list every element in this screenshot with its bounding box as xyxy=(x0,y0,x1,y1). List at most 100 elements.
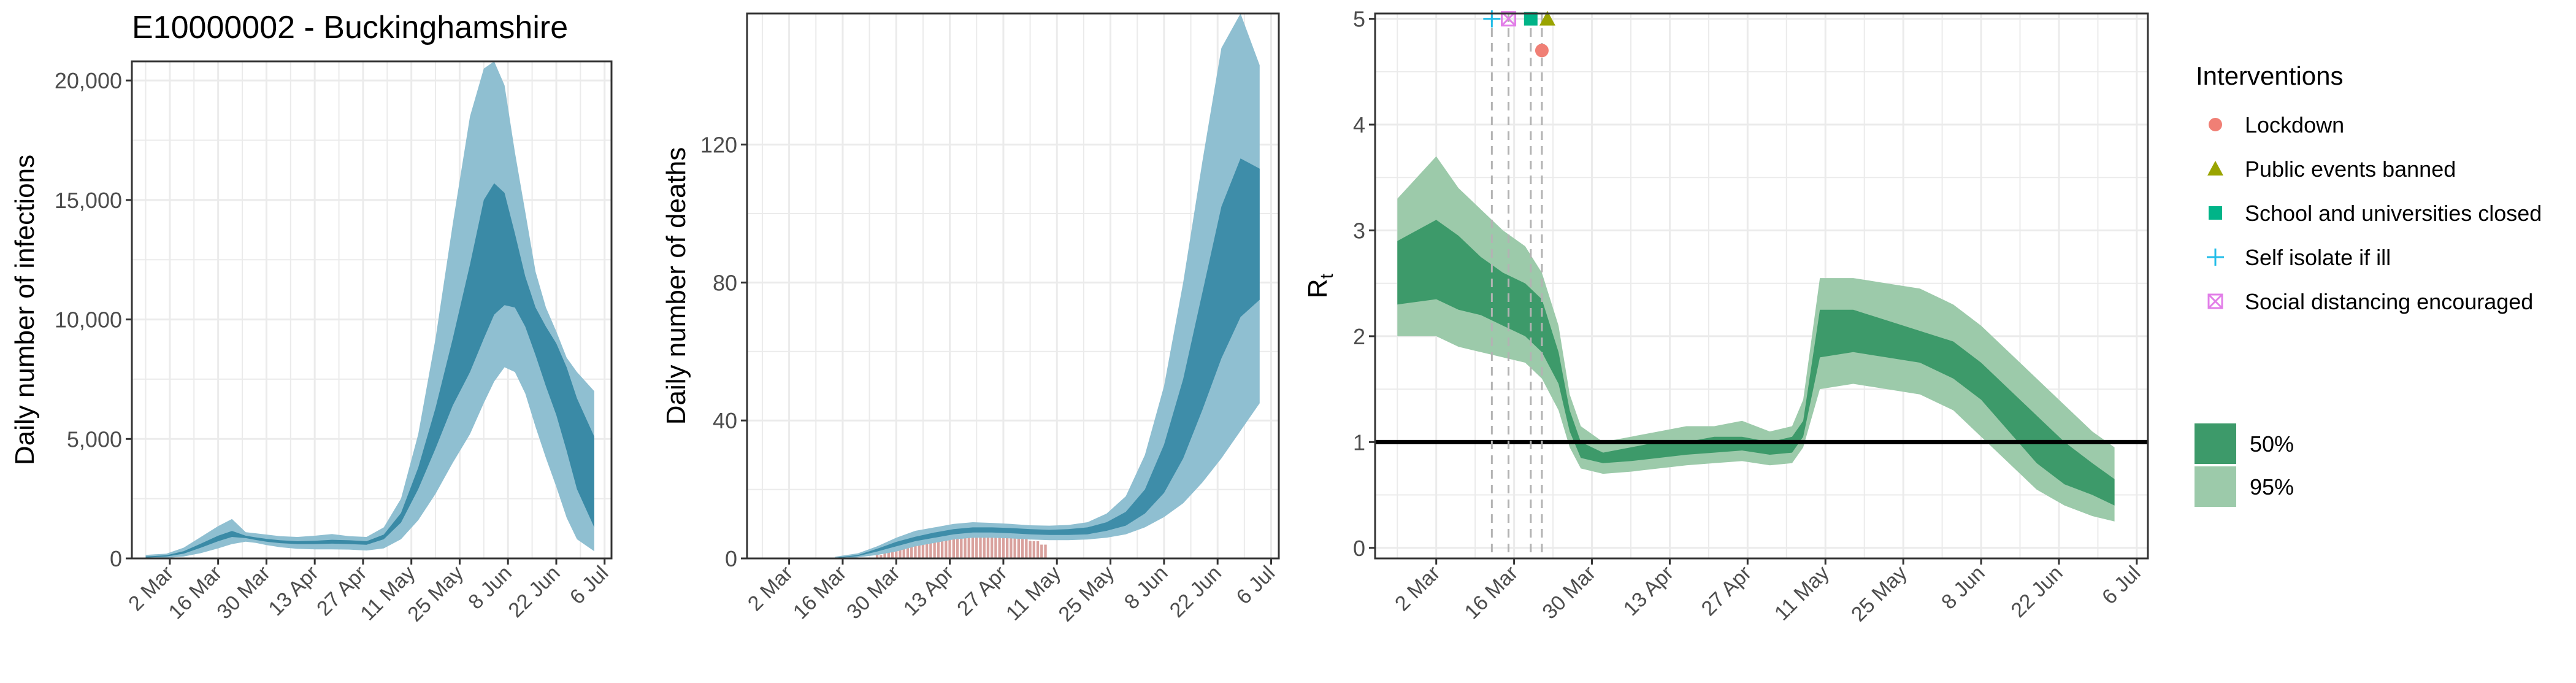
y-tick-label: 20,000 xyxy=(55,68,122,93)
ribbon-95pct xyxy=(145,61,594,558)
death-bar xyxy=(895,548,898,558)
plot-frame xyxy=(746,12,1280,560)
death-bar xyxy=(1021,538,1024,558)
y-tick-label: 15,000 xyxy=(55,188,122,213)
y-tick-label: 0 xyxy=(1353,536,1365,561)
death-bar xyxy=(952,531,956,558)
legend-marker xyxy=(2209,118,2222,131)
y-axis-title-subscript: t xyxy=(1317,273,1337,279)
death-bar xyxy=(887,551,890,558)
death-bar xyxy=(960,531,963,558)
y-axis-title: Daily number of deaths xyxy=(661,147,691,425)
legend: Interventions Lockdown Public events bann… xyxy=(2195,61,2542,507)
x-tick-label: 13 Apr xyxy=(1619,561,1678,620)
death-bar xyxy=(902,544,905,558)
death-bar xyxy=(906,544,910,558)
intervention-marker xyxy=(1524,12,1538,26)
x-tick-label: 6 Jul xyxy=(565,561,613,609)
rt-panel: 0 1 2 3 4 5 2 Mar 16 Mar 30 Mar 13 Apr 27 Apr 11 Ma… xyxy=(1303,7,2149,627)
y-tick-label: 0 xyxy=(725,546,737,571)
x-tick-label: 16 Mar xyxy=(789,561,851,624)
legend-label: Social distancing encouraged xyxy=(2245,289,2533,314)
death-bar xyxy=(975,523,978,558)
death-bar xyxy=(1013,534,1016,558)
chart-title: E10000002 - Buckinghamshire xyxy=(132,10,568,45)
legend-label: Self isolate if ill xyxy=(2245,245,2391,270)
intervention-marker xyxy=(1539,10,1555,26)
x-tick-label: 6 Jul xyxy=(2098,561,2145,609)
death-bar xyxy=(1010,534,1013,558)
legend-interventions: Lockdown Public events banned School and u… xyxy=(2207,112,2542,314)
y-tick-label: 10,000 xyxy=(55,307,122,333)
death-bar xyxy=(1036,541,1040,558)
x-tick-label: 22 Jun xyxy=(1165,561,1226,622)
x-tick-label: 6 Jul xyxy=(1232,561,1280,609)
death-bar xyxy=(1005,531,1009,558)
legend-marker xyxy=(2207,249,2224,266)
death-bar xyxy=(880,555,883,558)
x-tick-label: 27 Apr xyxy=(1697,561,1756,620)
legend-marker xyxy=(2209,206,2222,220)
death-bar xyxy=(910,541,913,558)
death-bar xyxy=(918,544,921,558)
death-bar xyxy=(991,527,994,558)
x-tick-label: 22 Jun xyxy=(504,561,565,622)
y-axis-title: Daily number of infections xyxy=(10,155,40,465)
death-bar xyxy=(899,548,902,558)
y-tick-label: 3 xyxy=(1353,218,1365,243)
y-tick-label: 120 xyxy=(700,133,737,158)
death-bar xyxy=(914,541,917,558)
death-bar xyxy=(1040,544,1043,558)
y-tick-label: 5,000 xyxy=(67,426,122,452)
death-bar xyxy=(956,531,959,558)
x-tick-label: 13 Apr xyxy=(899,561,958,620)
death-bar xyxy=(875,555,879,558)
y-tick-label: 2 xyxy=(1353,324,1365,349)
death-bar xyxy=(945,534,948,558)
death-bar xyxy=(971,523,975,558)
plot-frame xyxy=(1374,12,2149,560)
x-tick-label: 25 May xyxy=(1847,561,1912,627)
legend-marker xyxy=(2207,161,2223,176)
y-tick-label: 4 xyxy=(1353,112,1365,137)
legend-label: School and universities closed xyxy=(2245,201,2542,226)
legend-label: Public events banned xyxy=(2245,156,2456,182)
death-bar xyxy=(994,527,997,558)
x-tick-label: 11 May xyxy=(1002,561,1065,625)
death-bar xyxy=(921,538,925,558)
x-tick-label: 11 May xyxy=(1770,561,1834,625)
death-bar xyxy=(929,538,932,558)
legend-swatch xyxy=(2195,466,2236,507)
death-bar xyxy=(979,523,982,558)
death-bar xyxy=(986,523,990,558)
death-bar xyxy=(983,523,986,558)
y-tick-label: 80 xyxy=(713,270,737,295)
death-bar xyxy=(933,534,936,558)
death-bar xyxy=(1017,538,1021,558)
death-bar xyxy=(948,531,951,558)
x-tick-label: 30 Mar xyxy=(842,561,905,624)
death-bar xyxy=(1029,541,1032,558)
death-bar xyxy=(1044,544,1047,558)
legend-title: Interventions xyxy=(2196,61,2343,90)
death-bar xyxy=(1032,541,1035,558)
x-tick-label: 16 Mar xyxy=(1460,561,1523,624)
death-bar xyxy=(937,534,940,558)
intervention-marker xyxy=(1535,44,1549,58)
x-tick-label: 25 May xyxy=(1054,561,1119,627)
x-tick-label: 30 Mar xyxy=(212,561,275,624)
legend-marker xyxy=(2207,293,2223,309)
x-tick-label: 16 Mar xyxy=(164,561,227,624)
x-tick-label: 22 Jun xyxy=(2007,561,2068,622)
y-axis-title: Rt xyxy=(1303,273,1337,298)
plot-frame xyxy=(131,60,613,560)
death-bar xyxy=(967,527,970,558)
death-bar xyxy=(891,548,894,558)
death-bar xyxy=(998,531,1001,558)
y-tick-label: 40 xyxy=(713,408,737,433)
legend-label: 95% xyxy=(2250,474,2294,500)
y-tick-label: 5 xyxy=(1353,7,1365,32)
death-bar xyxy=(964,527,967,558)
death-bar xyxy=(940,534,944,558)
